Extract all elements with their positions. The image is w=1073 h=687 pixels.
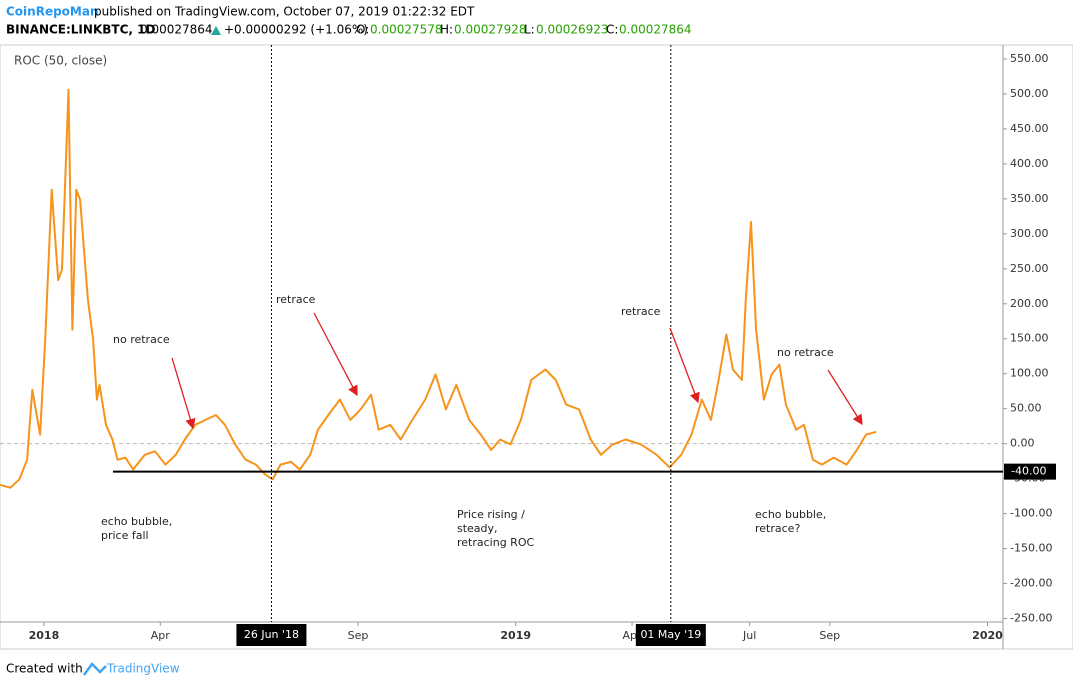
low-label: L:: [524, 23, 535, 37]
y-tick-label: 50.00: [1010, 402, 1042, 415]
x-tick-label: Apr: [151, 629, 171, 642]
annotation: retracing ROC: [457, 536, 534, 549]
y-tick-label: -200.00: [1010, 577, 1052, 590]
author[interactable]: CoinRepoMan: [6, 5, 99, 19]
annotation: retrace: [621, 305, 661, 318]
y-tick-label: 100.00: [1010, 367, 1049, 380]
x-tick-label: Sep: [348, 629, 369, 642]
x-tick-label: 2018: [29, 629, 60, 642]
high: 0.00027928: [454, 23, 527, 37]
arrow: [313, 312, 358, 397]
y-tick-label: 150.00: [1010, 332, 1049, 345]
published: published on TradingView.com, October 07…: [94, 5, 475, 19]
frame: [0, 44, 1073, 650]
roc-line: [0, 88, 877, 489]
annotation: no retrace: [777, 346, 834, 359]
x-tick-label: 2019: [500, 629, 531, 642]
x-tick-label: 2020: [972, 629, 1003, 642]
y-tick-label: 250.00: [1010, 262, 1049, 275]
annotation: retrace?: [755, 522, 800, 535]
change: +0.00000292 (+1.06%): [224, 23, 368, 37]
x-tick-label: Jul: [742, 629, 756, 642]
logo: [82, 662, 107, 676]
y-tick-label: -250.00: [1010, 612, 1052, 625]
arrow: [669, 327, 700, 404]
footer-brand[interactable]: TradingView: [106, 662, 180, 676]
y-tick-label: 0.00: [1010, 437, 1035, 450]
y-tick-label: 450.00: [1010, 122, 1049, 135]
y-tick-label: 400.00: [1010, 157, 1049, 170]
last: 0.00027864: [140, 23, 213, 37]
y-tick-label: 550.00: [1010, 52, 1049, 65]
footer-text: Created with: [6, 662, 83, 676]
indicator-title: ROC (50, close): [14, 54, 107, 68]
close: 0.00027864: [619, 23, 692, 37]
annotation: steady,: [457, 522, 498, 535]
open-label: O:: [356, 23, 369, 37]
low: 0.00026923: [536, 23, 609, 37]
annotation: echo bubble,: [101, 515, 172, 528]
high-label: H:: [440, 23, 453, 37]
arrow: [827, 369, 863, 426]
y-tick-label: -150.00: [1010, 542, 1052, 555]
annotation: price fall: [101, 529, 149, 542]
vline-label-box: [635, 624, 706, 646]
close-label: C:: [606, 23, 618, 37]
annotation: echo bubble,: [755, 508, 826, 521]
symbol: BINANCE:LINKBTC, 1D: [6, 23, 155, 37]
vline-label-box: [236, 624, 307, 646]
arrow: [171, 357, 196, 430]
vline-label: 26 Jun '18: [244, 628, 299, 641]
annotation: retrace: [276, 293, 316, 306]
open: 0.00027578: [370, 23, 443, 37]
y-tick-label: 350.00: [1010, 192, 1049, 205]
y-tick-label: 300.00: [1010, 227, 1049, 240]
y-tick-label: 200.00: [1010, 297, 1049, 310]
annotation: Price rising /: [457, 508, 525, 521]
y-tick-label: -100.00: [1010, 507, 1052, 520]
vline-label: 01 May '19: [640, 628, 701, 641]
y-tick-label: 500.00: [1010, 87, 1049, 100]
hline-label: -40.00: [1011, 465, 1046, 478]
up-icon: [211, 26, 221, 35]
hline-label-box: [1004, 463, 1056, 480]
x-tick-label: Sep: [819, 629, 840, 642]
annotation: no retrace: [113, 333, 170, 346]
